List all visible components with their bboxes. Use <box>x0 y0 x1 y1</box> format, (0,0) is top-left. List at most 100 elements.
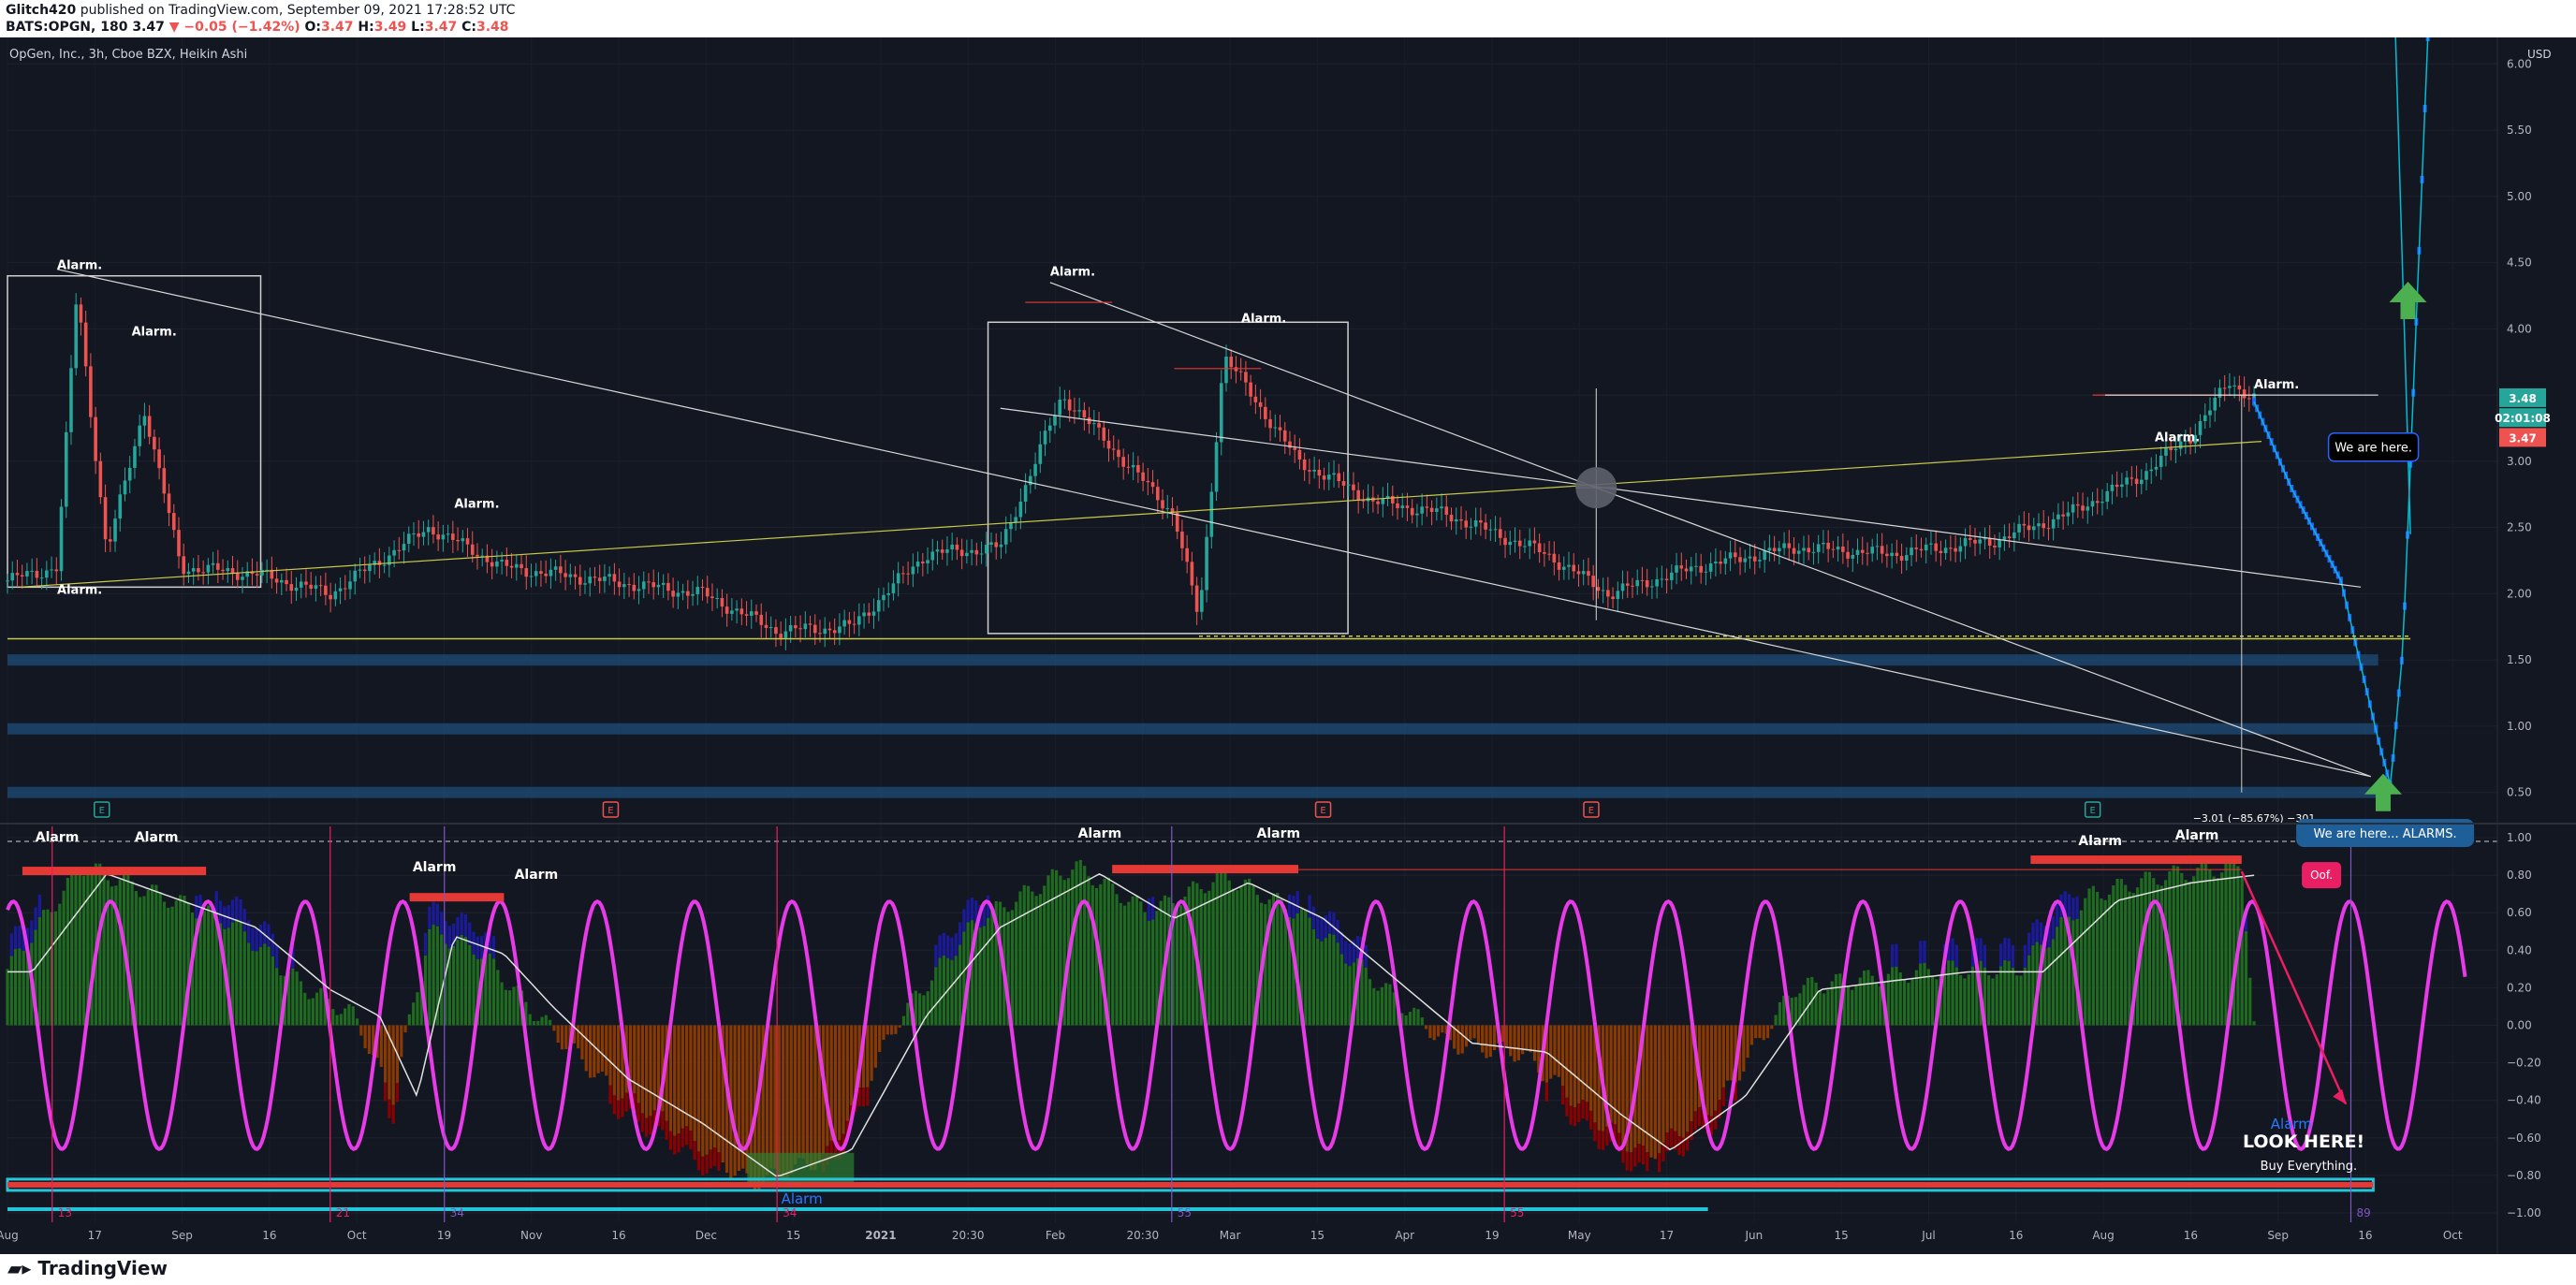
candle-body <box>930 551 935 561</box>
oof-callout[interactable] <box>2302 862 2342 889</box>
candle-body <box>1723 558 1728 564</box>
candle-body <box>1866 552 1869 554</box>
earnings-marker[interactable] <box>1583 801 1600 818</box>
candle-body <box>1488 529 1493 531</box>
candle-body <box>2100 502 2104 504</box>
measurement-label: −3.01 (−85.67%) −301 <box>2193 812 2316 825</box>
candle-body <box>1155 487 1160 501</box>
oscillator-tick-label: 0.60 <box>2507 906 2532 919</box>
time-tick-label: 20:30 <box>1127 1229 1160 1242</box>
candle-body <box>656 584 661 588</box>
alarm-label: Alarm. <box>1241 312 1286 326</box>
alarm-label: Alarm <box>1257 826 1301 841</box>
alarms-callout[interactable] <box>2296 819 2475 848</box>
candle-body <box>794 625 798 629</box>
candle-body <box>309 584 313 589</box>
candle-body <box>1958 546 1963 552</box>
candle-body <box>871 611 876 616</box>
candle-body <box>1278 427 1282 431</box>
candle-body <box>1493 529 1498 531</box>
candle-body <box>1214 442 1219 492</box>
candle-body <box>500 560 504 562</box>
candle-body <box>1748 556 1752 559</box>
candle-body <box>1209 491 1214 537</box>
candle-body <box>1596 587 1601 591</box>
close-label: C: <box>461 20 476 35</box>
candle-body <box>358 569 362 571</box>
candle-body <box>578 577 582 585</box>
tradingview-logo[interactable]: ▰▸ TradingView <box>7 1257 168 1279</box>
candle-body <box>641 581 646 590</box>
candle-body <box>1802 548 1806 551</box>
cycle-label: 89 <box>2356 1206 2370 1219</box>
candle-body <box>138 425 141 446</box>
candle-body <box>1939 550 1943 553</box>
green-arrow-top-icon <box>2389 282 2427 320</box>
earnings-marker[interactable] <box>94 801 110 818</box>
price-tick-label: 5.50 <box>2507 124 2532 137</box>
candle-body <box>1572 564 1576 572</box>
candle-body <box>647 581 651 583</box>
candle-body <box>1645 580 1649 588</box>
candle-body <box>974 549 979 555</box>
range-box-1 <box>7 274 262 589</box>
candle-body <box>564 573 567 577</box>
alarm-bar <box>1112 865 1299 874</box>
earnings-marker[interactable] <box>1314 801 1332 818</box>
candle-body <box>2242 389 2247 399</box>
chart-canvas[interactable]: Alarm. Alarm. Alarm. Alarm. Alarm. Alarm. Alar… <box>0 37 2576 1254</box>
alarm-label: Alarm. <box>57 583 102 597</box>
alarm-label: Alarm. <box>2254 378 2299 392</box>
author-name[interactable]: Glitch420 <box>6 3 77 18</box>
earnings-marker[interactable] <box>2084 801 2101 818</box>
candle-body <box>1689 566 1693 572</box>
candle-body <box>299 581 303 588</box>
time-tick-label: 16 <box>611 1229 625 1242</box>
candle-body <box>818 633 822 635</box>
candle-body <box>1851 554 1855 559</box>
candle-body <box>74 304 79 369</box>
candle-body <box>632 584 637 591</box>
oscillator-tick-label: 0.80 <box>2507 869 2532 882</box>
candle-body <box>206 564 211 573</box>
candle-body <box>490 562 494 567</box>
we-are-here-callout[interactable] <box>2327 431 2420 462</box>
alarm-bar <box>409 893 505 902</box>
candle-body <box>1337 473 1341 482</box>
time-tick-label: 16 <box>2358 1229 2372 1242</box>
candle-body <box>368 564 372 572</box>
earnings-marker-letter: E <box>1320 806 1325 816</box>
candle-body <box>955 544 959 550</box>
candle-body <box>1396 503 1399 508</box>
earnings-marker[interactable] <box>602 801 620 818</box>
candle-body <box>1258 402 1263 407</box>
candle-body <box>524 568 529 577</box>
candle-body <box>529 576 534 577</box>
candle-body <box>2237 385 2242 390</box>
candle-body <box>274 578 279 583</box>
candle-body <box>20 575 24 577</box>
candle-body <box>847 620 852 624</box>
candle-body <box>2086 506 2090 511</box>
candle-body <box>1435 508 1439 512</box>
candle-body <box>744 614 749 616</box>
candle-body <box>432 527 435 535</box>
candle-body <box>162 468 167 494</box>
candle-body <box>412 533 416 534</box>
price-tick-label: 2.00 <box>2507 587 2532 600</box>
time-tick-label: Mar <box>1220 1229 1241 1242</box>
candle-body <box>1253 396 1258 402</box>
candle-body <box>720 597 724 607</box>
candle-body <box>2105 490 2109 503</box>
candle-body <box>1581 571 1586 575</box>
candle-body <box>294 587 299 591</box>
candle-body <box>710 596 714 599</box>
candle-body <box>597 577 602 581</box>
candle-body <box>1454 518 1458 522</box>
candle-body <box>1963 537 1968 547</box>
candle-body <box>314 585 318 589</box>
candle-body <box>627 584 631 586</box>
candle-body <box>651 582 656 588</box>
apex-marker[interactable] <box>1575 467 1617 509</box>
candle-body <box>1660 578 1664 580</box>
